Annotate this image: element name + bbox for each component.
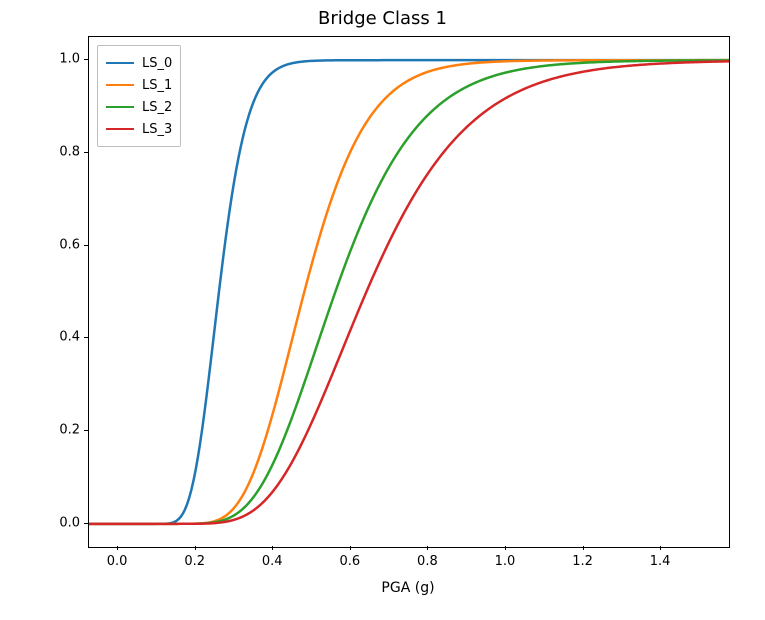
x-tick-mark — [583, 546, 584, 550]
legend-item: LS_0 — [106, 52, 172, 74]
y-tick-mark — [84, 245, 88, 246]
legend-label: LS_0 — [142, 56, 172, 71]
series-line — [89, 60, 729, 524]
x-tick-label: 0.0 — [107, 554, 128, 569]
x-axis-label: PGA (g) — [88, 580, 728, 596]
x-tick-label: 1.0 — [495, 554, 516, 569]
plot-area: LS_0 LS_1 LS_2 LS_3 — [88, 36, 730, 548]
legend: LS_0 LS_1 LS_2 LS_3 — [97, 45, 181, 147]
y-tick-mark — [84, 152, 88, 153]
legend-swatch — [106, 62, 134, 64]
y-tick-label: 0.6 — [50, 237, 80, 252]
x-tick-mark — [117, 546, 118, 550]
y-tick-label: 0.2 — [50, 423, 80, 438]
series-line — [89, 60, 729, 524]
y-tick-mark — [84, 337, 88, 338]
legend-swatch — [106, 106, 134, 108]
x-tick-mark — [195, 546, 196, 550]
x-tick-label: 1.4 — [650, 554, 671, 569]
legend-item: LS_1 — [106, 74, 172, 96]
x-tick-label: 1.2 — [572, 554, 593, 569]
x-tick-label: 0.2 — [184, 554, 205, 569]
x-tick-label: 0.8 — [417, 554, 438, 569]
y-tick-mark — [84, 59, 88, 60]
x-tick-label: 0.4 — [262, 554, 283, 569]
chart-title: Bridge Class 1 — [0, 8, 765, 29]
y-tick-mark — [84, 523, 88, 524]
x-tick-mark — [427, 546, 428, 550]
legend-item: LS_2 — [106, 96, 172, 118]
figure: Bridge Class 1 LS_0LS_1LS_2LS_3 PGA (g) … — [0, 0, 765, 620]
x-tick-mark — [660, 546, 661, 550]
legend-swatch — [106, 84, 134, 86]
legend-label: LS_3 — [142, 122, 172, 137]
x-tick-mark — [272, 546, 273, 550]
legend-label: LS_2 — [142, 100, 172, 115]
x-tick-mark — [505, 546, 506, 550]
x-tick-mark — [350, 546, 351, 550]
legend-label: LS_1 — [142, 78, 172, 93]
x-tick-label: 0.6 — [339, 554, 360, 569]
series-line — [89, 60, 729, 524]
y-tick-mark — [84, 430, 88, 431]
legend-swatch — [106, 128, 134, 130]
y-tick-label: 1.0 — [50, 52, 80, 67]
series-line — [89, 61, 729, 524]
y-tick-label: 0.0 — [50, 515, 80, 530]
legend-item: LS_3 — [106, 118, 172, 140]
y-tick-label: 0.8 — [50, 144, 80, 159]
chart-lines — [89, 37, 729, 547]
y-tick-label: 0.4 — [50, 330, 80, 345]
